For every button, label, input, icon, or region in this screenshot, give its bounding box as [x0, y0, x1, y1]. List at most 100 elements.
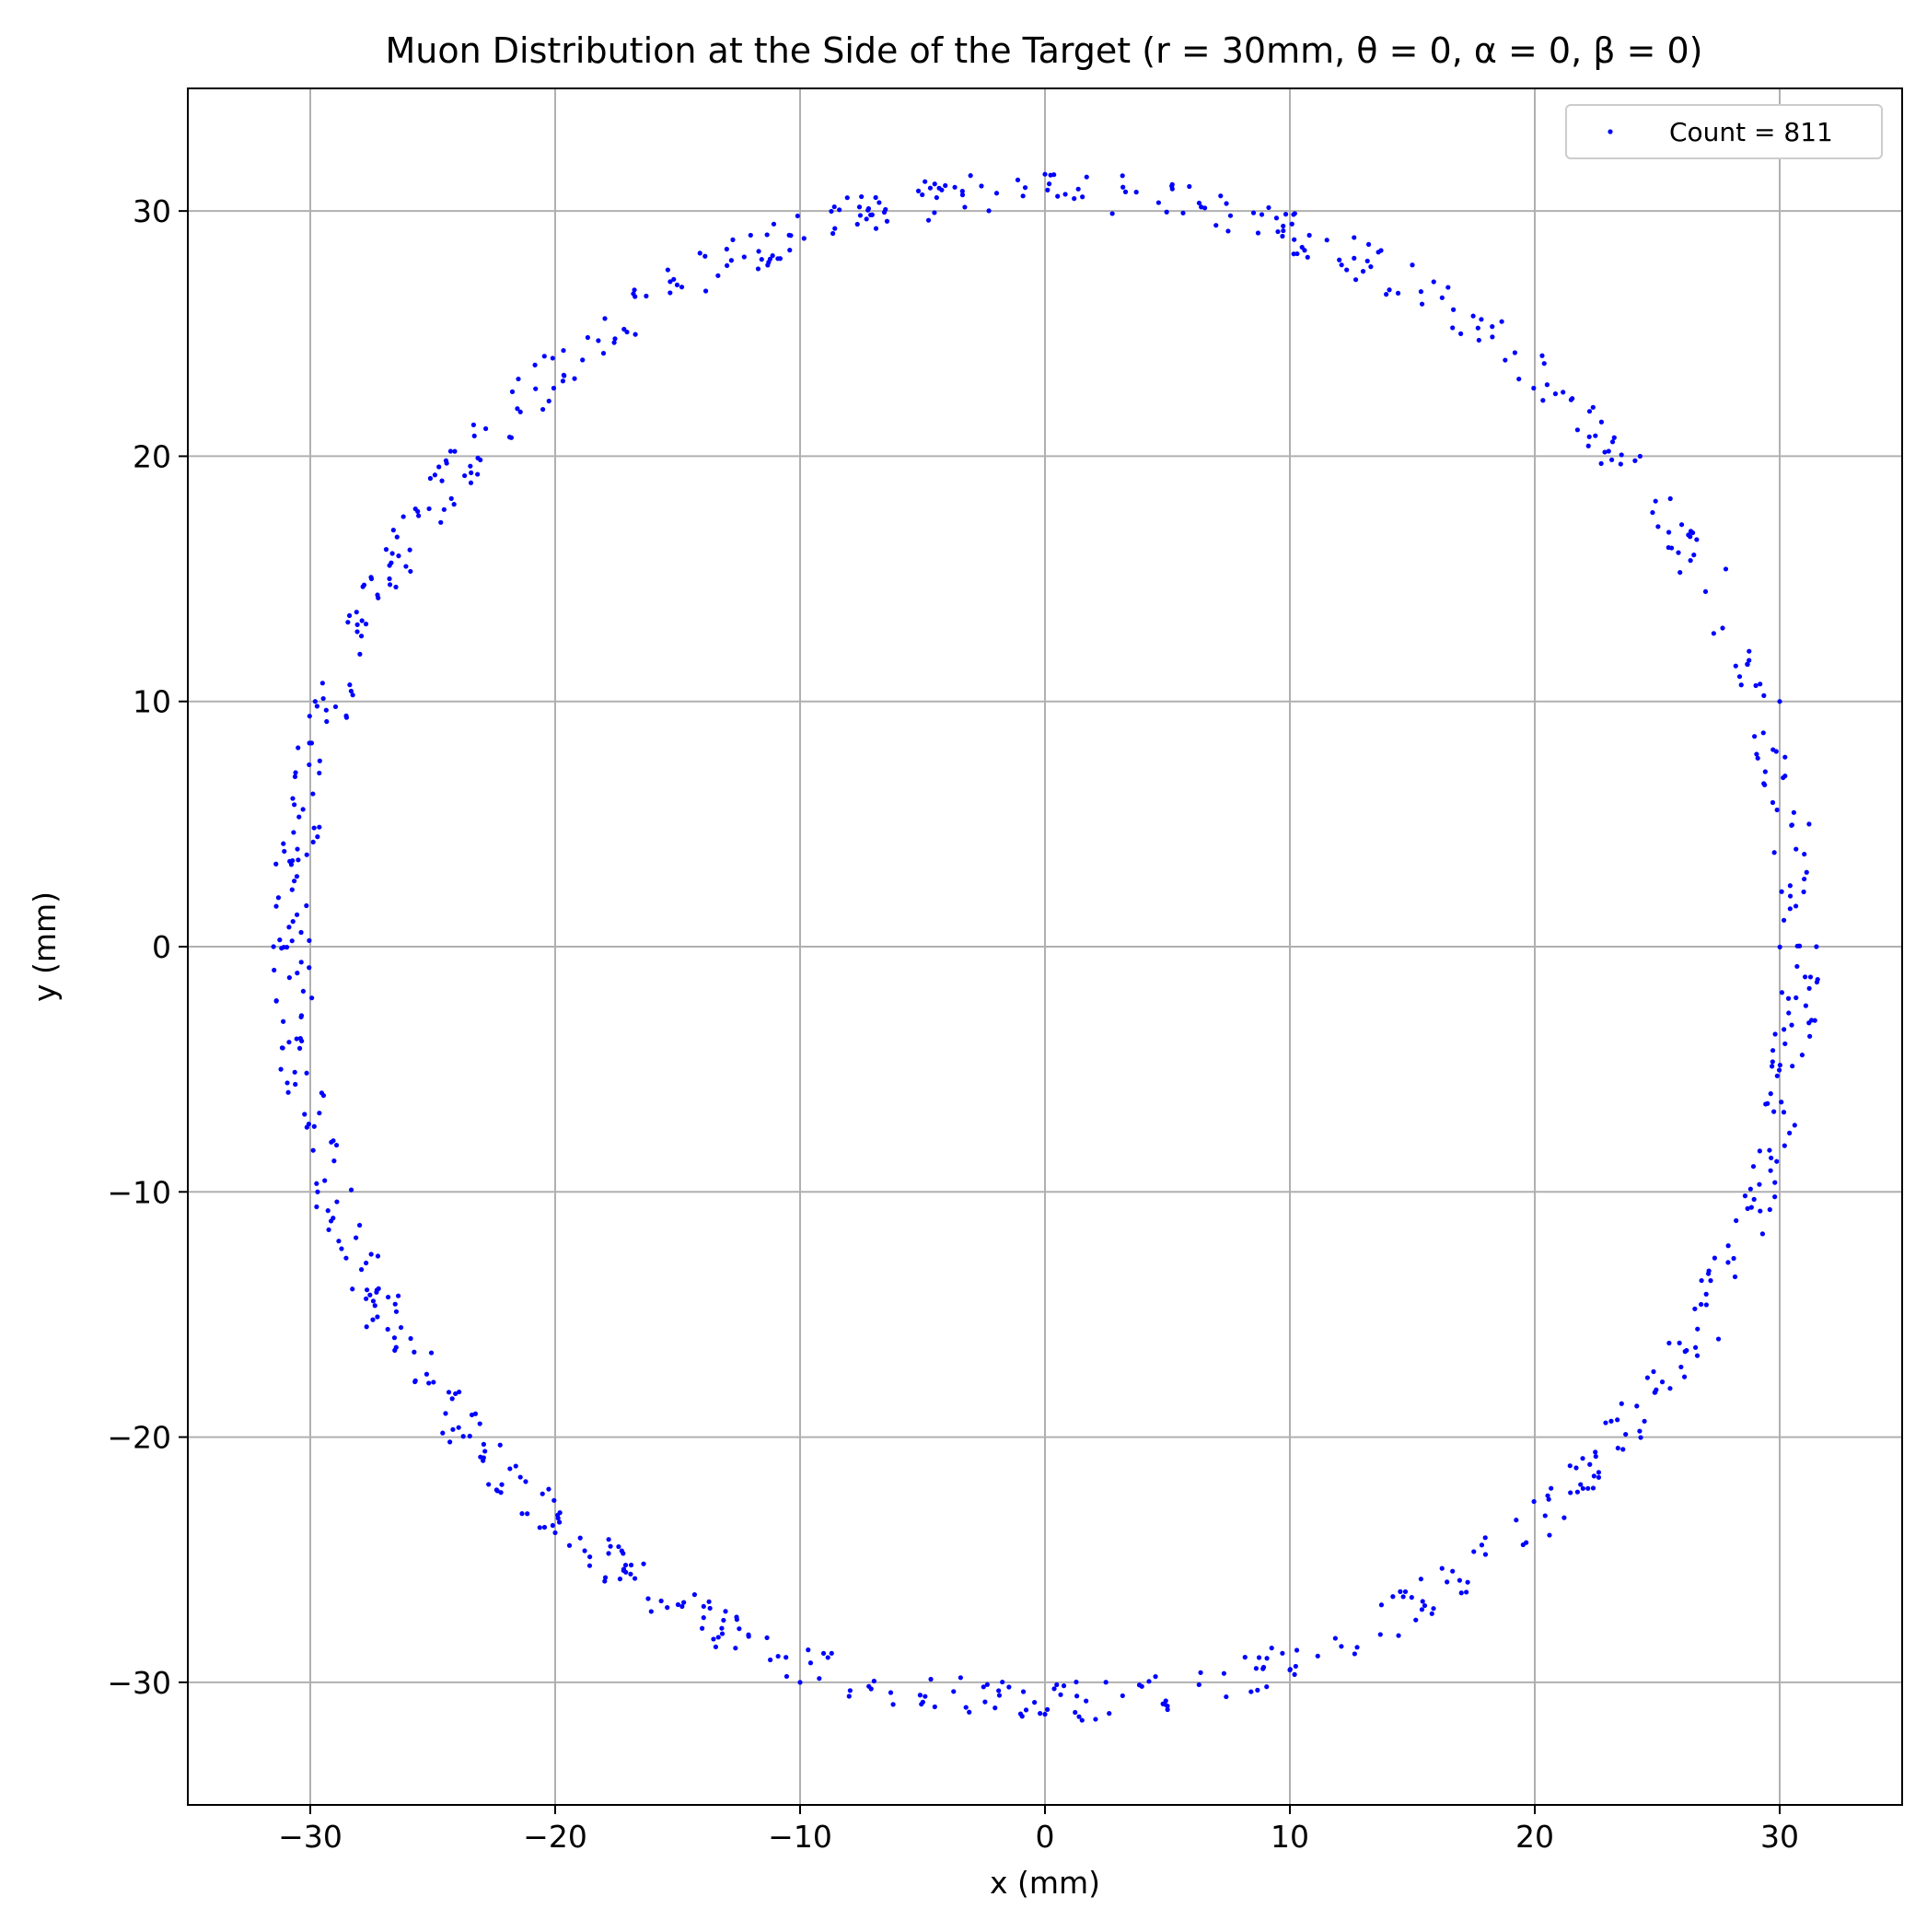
data-point: [697, 250, 702, 256]
data-point: [1324, 238, 1329, 243]
data-point: [364, 1324, 369, 1330]
data-point: [541, 354, 547, 359]
data-point: [302, 1111, 308, 1117]
data-point: [298, 960, 304, 965]
data-point: [1368, 264, 1374, 270]
data-point: [297, 1036, 303, 1042]
data-point: [1196, 200, 1202, 206]
data-point: [560, 378, 566, 384]
data-point: [1120, 1693, 1125, 1699]
data-point: [354, 629, 360, 634]
data-point: [1745, 661, 1750, 668]
data-point: [1250, 210, 1257, 215]
data-point: [296, 1045, 303, 1051]
data-point: [540, 1491, 545, 1496]
data-point: [376, 595, 381, 600]
data-point: [1715, 1336, 1722, 1342]
data-point: [1593, 1449, 1598, 1455]
data-point: [286, 1040, 292, 1045]
data-point: [633, 294, 638, 299]
data-point: [1061, 1683, 1067, 1689]
data-point: [927, 185, 934, 191]
data-point: [868, 1686, 874, 1692]
data-point: [1734, 1217, 1739, 1224]
data-point: [1451, 307, 1457, 312]
data-point: [412, 1378, 418, 1383]
data-point: [1767, 1206, 1772, 1213]
data-point: [1547, 1532, 1552, 1538]
data-point: [807, 1660, 814, 1666]
data-point: [431, 1379, 436, 1385]
data-point: [1708, 1278, 1713, 1284]
data-point: [795, 213, 800, 219]
data-point: [324, 718, 330, 725]
data-point: [890, 1702, 896, 1707]
data-point: [1699, 1301, 1704, 1308]
data-point: [412, 1349, 417, 1355]
data-point: [982, 1699, 988, 1705]
data-point: [1516, 376, 1522, 382]
data-point: [290, 919, 296, 925]
data-point: [345, 620, 351, 625]
data-point: [314, 1181, 319, 1186]
data-point: [354, 1235, 359, 1240]
data-point: [667, 279, 673, 285]
x-axis-label: x (mm): [990, 1865, 1100, 1901]
data-point: [1299, 244, 1305, 250]
data-point: [1806, 985, 1812, 991]
data-point: [1398, 1589, 1403, 1594]
data-point: [408, 1335, 413, 1342]
data-point: [350, 1286, 355, 1292]
data-point: [1807, 974, 1814, 980]
data-point: [707, 1605, 713, 1612]
data-point: [317, 758, 322, 763]
data-point: [1751, 1196, 1757, 1202]
data-point: [1806, 821, 1812, 827]
data-point: [1742, 1193, 1748, 1199]
data-point: [441, 506, 447, 512]
data-point: [1006, 1684, 1012, 1690]
data-point: [928, 1676, 934, 1682]
data-point: [481, 1458, 486, 1463]
data-point: [1659, 1379, 1666, 1385]
data-point: [415, 508, 421, 514]
data-point: [1422, 1602, 1428, 1609]
data-point: [343, 1255, 349, 1261]
chart-title: Muon Distribution at the Side of the Tar…: [385, 30, 1702, 71]
data-point: [768, 1657, 773, 1663]
legend-marker: [1608, 129, 1613, 134]
data-point: [1677, 570, 1683, 576]
data-point: [1218, 193, 1224, 199]
data-point: [917, 1693, 923, 1698]
data-point: [873, 226, 879, 231]
data-point: [296, 745, 301, 751]
data-point: [1074, 1693, 1080, 1699]
data-point: [958, 1675, 963, 1681]
data-point: [1202, 205, 1208, 211]
data-point: [289, 887, 295, 892]
data-point: [844, 195, 850, 201]
data-point: [1291, 212, 1296, 217]
data-point: [513, 1463, 518, 1469]
data-point: [1020, 193, 1026, 199]
data-point: [1580, 1485, 1585, 1491]
data-point: [806, 1647, 811, 1653]
data-point: [482, 425, 489, 432]
data-point: [1585, 1485, 1591, 1491]
data-point: [864, 216, 869, 222]
data-point: [920, 192, 925, 198]
data-point: [328, 1218, 334, 1224]
data-point: [1213, 223, 1219, 228]
data-point: [1815, 977, 1820, 983]
data-point: [621, 1566, 627, 1572]
data-point: [1354, 1645, 1360, 1650]
data-point: [1280, 1650, 1285, 1656]
data-point: [1753, 682, 1759, 689]
data-point: [394, 534, 400, 540]
data-point: [1387, 287, 1392, 293]
data-point: [307, 762, 312, 768]
data-point: [468, 463, 473, 469]
data-point: [320, 695, 326, 702]
data-point: [665, 267, 670, 273]
data-point: [486, 1482, 492, 1487]
